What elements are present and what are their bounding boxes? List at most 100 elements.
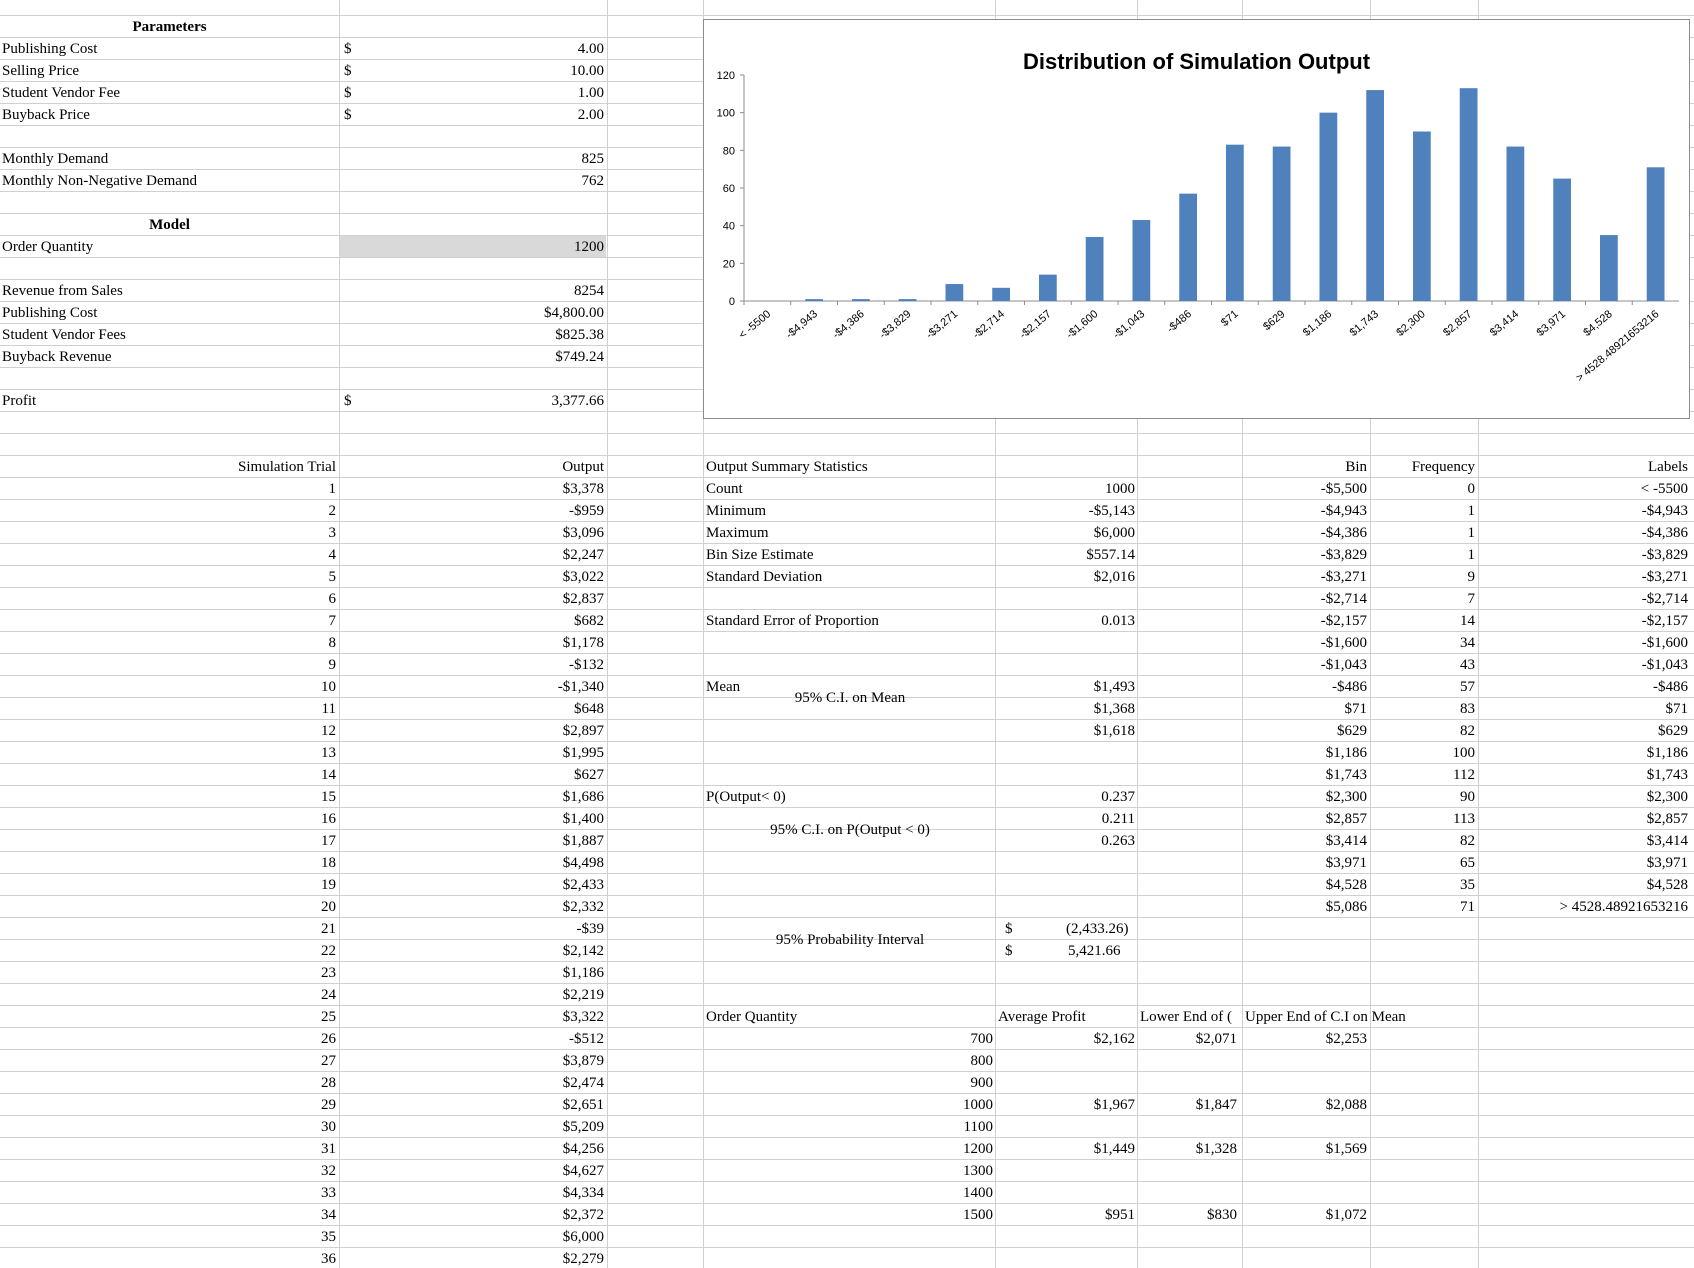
bin-label[interactable]: $2,857: [1646, 811, 1688, 827]
avg-profit-value[interactable]: [998, 1182, 1135, 1204]
order-qty-value[interactable]: 900: [970, 1075, 994, 1091]
frequency-value[interactable]: 100: [1452, 745, 1476, 761]
ci-p-low[interactable]: 0.211: [1101, 811, 1135, 827]
trial-number[interactable]: 29: [321, 1097, 336, 1113]
bin-value[interactable]: -$2,157: [1320, 613, 1367, 629]
trial-number[interactable]: 7: [328, 613, 337, 629]
trial-number[interactable]: 28: [321, 1075, 336, 1091]
avg-profit-value[interactable]: [998, 1116, 1135, 1138]
ci-low-value[interactable]: [1140, 1050, 1237, 1072]
trial-number[interactable]: 18: [321, 855, 336, 871]
stat-value-std-err[interactable]: 0.013: [1101, 613, 1135, 629]
trial-number[interactable]: 24: [321, 987, 336, 1003]
frequency-value[interactable]: 1: [1467, 547, 1476, 563]
histogram-chart[interactable]: Distribution of Simulation Output 0 20 40 6…: [703, 19, 1690, 419]
order-qty-value[interactable]: 700: [970, 1031, 994, 1047]
frequency-value[interactable]: 113: [1453, 811, 1475, 827]
bin-label[interactable]: $3,414: [1646, 833, 1688, 849]
trial-output[interactable]: $2,651: [562, 1097, 604, 1113]
bin-label[interactable]: -$3,271: [1641, 569, 1688, 585]
trial-output[interactable]: $4,498: [562, 855, 604, 871]
ci-low-value[interactable]: $2,071: [1195, 1031, 1237, 1047]
ci-mean-low[interactable]: $1,368: [1093, 701, 1135, 717]
bin-label[interactable]: -$3,829: [1641, 547, 1688, 563]
avg-profit-value[interactable]: $951: [1105, 1207, 1135, 1223]
trial-output[interactable]: $2,219: [562, 987, 604, 1003]
trial-output[interactable]: $2,372: [562, 1207, 604, 1223]
stat-value-std-dev[interactable]: $2,016: [1093, 569, 1135, 585]
trial-output[interactable]: $2,279: [562, 1251, 604, 1267]
trial-output[interactable]: $1,686: [562, 789, 604, 805]
ci-low-value[interactable]: $1,328: [1195, 1141, 1237, 1157]
trial-number[interactable]: 34: [321, 1207, 336, 1223]
frequency-value[interactable]: 35: [1460, 877, 1475, 893]
avg-profit-value[interactable]: $1,967: [1093, 1097, 1135, 1113]
bin-value[interactable]: -$3,829: [1320, 547, 1367, 563]
trial-number[interactable]: 36: [321, 1251, 336, 1267]
trial-output[interactable]: $2,247: [562, 547, 604, 563]
trial-number[interactable]: 22: [321, 943, 336, 959]
frequency-value[interactable]: 34: [1460, 635, 1475, 651]
order-qty-value[interactable]: 1200: [963, 1141, 993, 1157]
frequency-value[interactable]: 82: [1460, 723, 1475, 739]
ci-high-value[interactable]: [1245, 1072, 1367, 1094]
order-qty-value[interactable]: 1100: [963, 1119, 993, 1135]
ci-high-value[interactable]: [1245, 1116, 1367, 1138]
bin-value[interactable]: $5,086: [1325, 899, 1367, 915]
bin-value[interactable]: -$486: [1332, 679, 1367, 695]
trial-output[interactable]: $5,209: [562, 1119, 604, 1135]
ci-low-value[interactable]: [1140, 1160, 1237, 1182]
trial-output[interactable]: $3,879: [562, 1053, 604, 1069]
demand-value[interactable]: 825: [581, 151, 605, 167]
trial-output[interactable]: $3,022: [562, 569, 604, 585]
bin-label[interactable]: > 4528.48921653216: [1559, 899, 1688, 915]
trial-output[interactable]: $4,256: [562, 1141, 604, 1157]
stat-value-mean[interactable]: $1,493: [1093, 679, 1135, 695]
demand-value[interactable]: 762: [581, 173, 605, 189]
trial-number[interactable]: 11: [321, 701, 336, 717]
ci-high-value[interactable]: $1,569: [1325, 1141, 1367, 1157]
bin-label[interactable]: $3,971: [1646, 855, 1688, 871]
trial-output[interactable]: $2,897: [562, 723, 604, 739]
trial-output[interactable]: $627: [574, 767, 604, 783]
trial-number[interactable]: 30: [321, 1119, 336, 1135]
trial-number[interactable]: 16: [321, 811, 336, 827]
trial-number[interactable]: 9: [328, 657, 337, 673]
trial-number[interactable]: 21: [321, 921, 336, 937]
bin-value[interactable]: $1,186: [1325, 745, 1367, 761]
parameter-value[interactable]: 1.00: [577, 85, 604, 101]
trial-output[interactable]: $648: [574, 701, 604, 717]
trial-number[interactable]: 35: [321, 1229, 336, 1245]
order-qty-value[interactable]: 1000: [963, 1097, 993, 1113]
bin-value[interactable]: -$4,943: [1320, 503, 1367, 519]
stat-value-minimum[interactable]: -$5,143: [1088, 503, 1135, 519]
bin-label[interactable]: -$2,714: [1641, 591, 1688, 607]
trial-number[interactable]: 20: [321, 899, 336, 915]
trial-number[interactable]: 17: [321, 833, 336, 849]
bin-value[interactable]: $1,743: [1325, 767, 1367, 783]
trial-output[interactable]: $682: [574, 613, 604, 629]
trial-output[interactable]: $1,178: [562, 635, 604, 651]
trial-output[interactable]: $2,332: [562, 899, 604, 915]
avg-profit-value[interactable]: [998, 1050, 1135, 1072]
bin-label[interactable]: $629: [1658, 723, 1688, 739]
frequency-value[interactable]: 0: [1467, 481, 1476, 497]
stat-value-p-neg[interactable]: 0.237: [1101, 789, 1135, 805]
bin-value[interactable]: $71: [1344, 701, 1368, 717]
trial-output[interactable]: -$512: [569, 1031, 604, 1047]
bin-label[interactable]: $1,186: [1646, 745, 1688, 761]
prob-interval-low[interactable]: (2,433.26): [1066, 921, 1129, 937]
bin-value[interactable]: $629: [1337, 723, 1367, 739]
ci-mean-high[interactable]: $1,618: [1093, 723, 1135, 739]
bin-label[interactable]: -$1,600: [1641, 635, 1688, 651]
order-qty-value[interactable]: 800: [970, 1053, 994, 1069]
frequency-value[interactable]: 1: [1467, 503, 1476, 519]
bin-label[interactable]: -$2,157: [1641, 613, 1688, 629]
ci-high-value[interactable]: $2,088: [1325, 1097, 1367, 1113]
frequency-value[interactable]: 43: [1460, 657, 1475, 673]
ci-low-value[interactable]: [1140, 1116, 1237, 1138]
stat-value-bin-size[interactable]: $557.14: [1086, 547, 1135, 563]
trial-number[interactable]: 25: [321, 1009, 336, 1025]
trial-number[interactable]: 19: [321, 877, 336, 893]
frequency-value[interactable]: 83: [1460, 701, 1475, 717]
